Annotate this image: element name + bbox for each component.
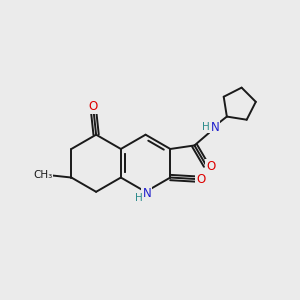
Text: O: O	[88, 100, 98, 113]
Text: CH₃: CH₃	[33, 169, 52, 180]
Text: N: N	[211, 121, 219, 134]
Text: O: O	[196, 172, 205, 185]
Text: H: H	[135, 193, 143, 203]
Text: H: H	[202, 122, 210, 132]
Text: O: O	[206, 160, 216, 173]
Text: N: N	[142, 187, 151, 200]
